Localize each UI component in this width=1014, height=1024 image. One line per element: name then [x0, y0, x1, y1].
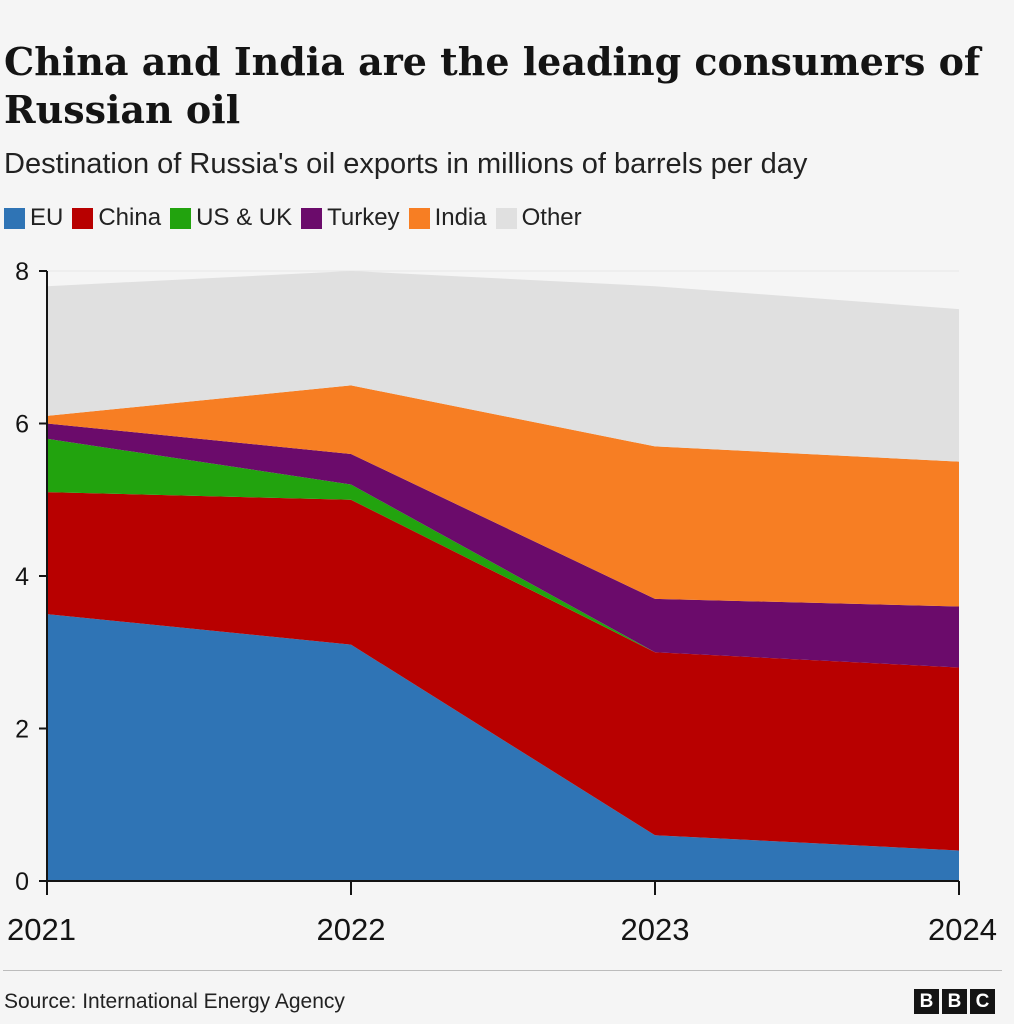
stacked-area-chart: 0 2 4 6 8 2021 2022 2023 2024	[0, 255, 1014, 955]
legend-label-india: India	[434, 204, 487, 231]
legend-swatch-us-uk	[170, 207, 192, 229]
bbc-logo-letter-3: C	[970, 989, 995, 1014]
y-tick-label-4: 4	[15, 563, 29, 591]
y-tick-label-0: 0	[15, 868, 29, 896]
legend-label-china: China	[98, 204, 162, 231]
x-tick-label-2023: 2023	[621, 912, 690, 947]
y-tick-label-6: 6	[15, 411, 29, 439]
source-note: Source: International Energy Agency	[4, 990, 345, 1013]
legend-swatch-other	[495, 207, 517, 229]
area-turkey	[47, 423, 959, 668]
chart-title: China and India are the leading consumer…	[4, 39, 981, 132]
bbc-logo: B B C	[914, 989, 995, 1014]
area-china	[47, 492, 959, 851]
y-tick-label-2: 2	[15, 716, 29, 744]
y-tick-label-8: 8	[15, 258, 29, 286]
bbc-logo-letter-1: B	[914, 989, 939, 1014]
legend-label-eu: EU	[30, 204, 64, 231]
legend-swatch-turkey	[301, 207, 323, 229]
legend-label-other: Other	[521, 204, 582, 231]
chart-svg: 0 2 4 6 8 2021 2022 2023 2024	[7, 258, 997, 947]
legend-item-eu: EU	[4, 204, 63, 232]
legend-item-turkey: Turkey	[301, 204, 400, 232]
chart-subtitle: Destination of Russia's oil exports in m…	[4, 148, 808, 180]
legend-item-us-uk: US & UK	[170, 204, 292, 232]
legend-label-us-uk: US & UK	[196, 204, 293, 231]
legend-item-china: China	[72, 204, 161, 232]
area-other	[47, 271, 959, 462]
bbc-logo-letter-2: B	[942, 989, 967, 1014]
legend-item-other: Other	[495, 204, 582, 232]
legend-swatch-china	[72, 207, 94, 229]
legend: EU China US & UK Turkey India Other	[4, 204, 591, 232]
x-tick-label-2024: 2024	[928, 912, 997, 947]
x-tick-label-2022: 2022	[317, 912, 386, 947]
footer-divider	[3, 970, 1002, 971]
x-tick-label-2021: 2021	[7, 912, 76, 947]
legend-label-turkey: Turkey	[327, 204, 400, 231]
legend-swatch-india	[408, 207, 430, 229]
legend-item-india: India	[408, 204, 487, 232]
legend-swatch-eu	[4, 207, 25, 229]
area-eu	[47, 614, 959, 881]
area-india	[47, 385, 959, 607]
area-us-uk	[47, 438, 959, 668]
